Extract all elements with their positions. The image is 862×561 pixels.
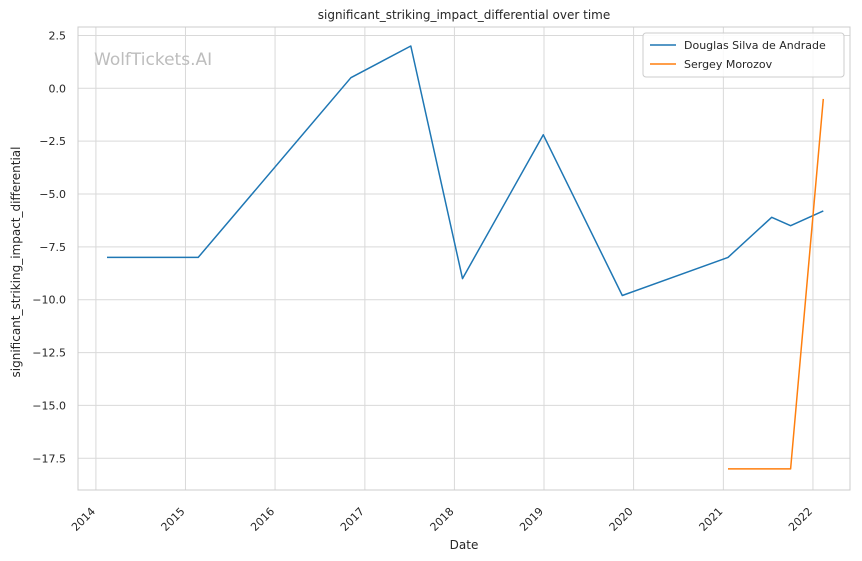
y-tick-label: −15.0 (32, 399, 66, 412)
series-line-1 (728, 98, 825, 470)
grid-lines (78, 27, 850, 490)
legend: Douglas Silva de Andrade Sergey Morozov (642, 32, 845, 78)
plot-area (77, 26, 851, 491)
y-tick-label: −2.5 (39, 135, 66, 148)
y-tick-label: −12.5 (32, 347, 66, 360)
legend-label-sergey: Sergey Morozov (684, 58, 773, 71)
x-axis-label: Date (450, 538, 479, 552)
y-tick-label: 2.5 (49, 29, 67, 42)
y-tick-labels: 2.5 0.0 −2.5 −5.0 −7.5 −10.0 −12.5 −15.0 −17.5 (32, 29, 66, 465)
legend-box (642, 32, 845, 78)
series-line-0 (107, 45, 824, 297)
chart-title: significant_striking_impact_differential… (318, 8, 610, 22)
y-tick-label: −5.0 (39, 188, 66, 201)
y-tick-label: −10.0 (32, 294, 66, 307)
series-lines (107, 45, 825, 470)
legend-label-douglas: Douglas Silva de Andrade (684, 39, 826, 52)
y-tick-label: 0.0 (49, 82, 67, 95)
y-tick-label: −7.5 (39, 241, 66, 254)
y-tick-label: −17.5 (32, 452, 66, 465)
y-axis-label: significant_striking_impact_differential (9, 147, 23, 378)
watermark: WolfTickets.AI (94, 50, 212, 70)
